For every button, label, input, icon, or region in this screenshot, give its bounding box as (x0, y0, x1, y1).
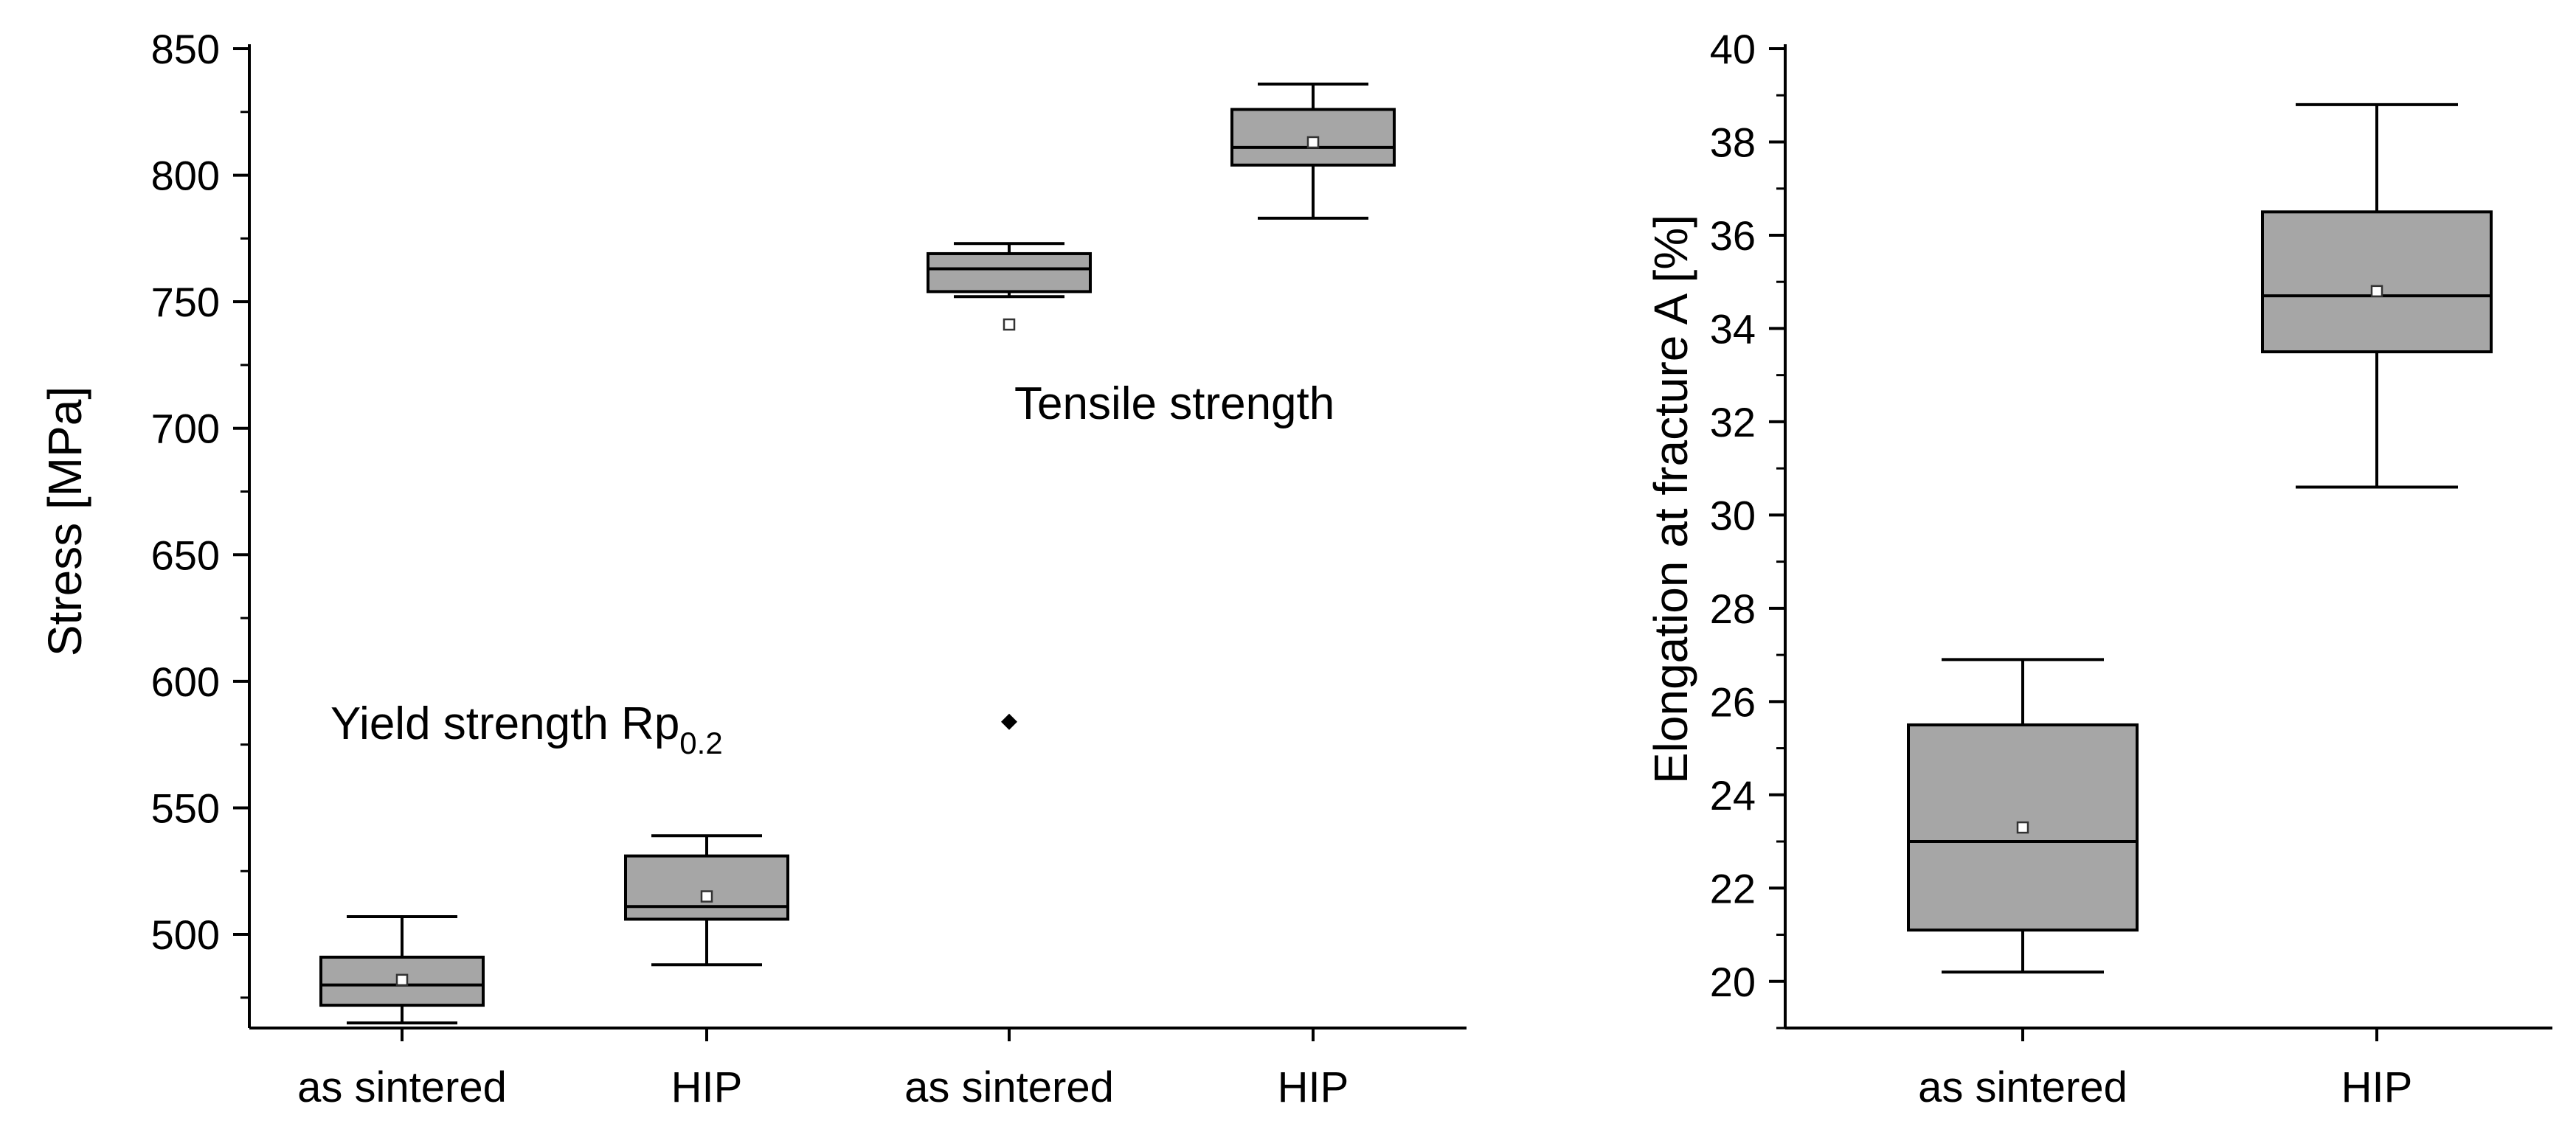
stress-tick-label: 650 (151, 532, 220, 578)
elongation-category-label: as sintered (1918, 1063, 2127, 1111)
stress-tick-label: 700 (151, 406, 220, 452)
elongation-tick-label: 20 (1710, 959, 1756, 1005)
elongation-tick-label: 38 (1710, 119, 1756, 165)
elongation-tick-label: 22 (1710, 865, 1756, 911)
elongation-tick-label: 24 (1710, 772, 1756, 819)
stress-category-label: as sintered (297, 1063, 507, 1111)
stress-mean-marker (395, 973, 409, 987)
elongation-panel: Elongation at fracture A [%] 20 22 24 26 28 3… (1644, 26, 2552, 1111)
elongation-tick-label: 40 (1710, 26, 1756, 72)
yield-strength-annotation: Yield strength Rp0.2 (330, 698, 723, 760)
tensile-strength-annotation: Tensile strength (1014, 378, 1334, 429)
stress-tick-label: 550 (151, 785, 220, 831)
stress-mean-marker (1003, 318, 1016, 331)
stress-tick-label: 850 (151, 26, 220, 72)
elongation-box (2261, 210, 2493, 354)
stress-box (624, 854, 789, 921)
elongation-mean-marker (2370, 285, 2383, 298)
elongation-tick-label: 30 (1710, 492, 1756, 538)
stress-tick-label: 750 (151, 279, 220, 325)
elongation-category-label: HIP (2341, 1063, 2413, 1111)
elongation-tick-label: 34 (1710, 305, 1756, 352)
stress-tick-label: 800 (151, 153, 220, 199)
stress-tick-label: 500 (151, 911, 220, 958)
stress-mean-marker (700, 890, 713, 903)
elongation-tick-label: 36 (1710, 212, 1756, 259)
stress-outlier-marker (1001, 713, 1017, 730)
stress-tick-label: 600 (151, 659, 220, 705)
stress-category-label: HIP (671, 1063, 743, 1111)
elongation-tick-label: 26 (1710, 678, 1756, 725)
stress-mean-marker (1306, 136, 1320, 149)
stress-panel: Stress [MPa] Yield strength Rp0.2 Tensil… (38, 26, 1467, 1111)
elongation-tick-label: 28 (1710, 586, 1756, 632)
elongation-mean-marker (2016, 821, 2029, 834)
yield-strength-subscript: 0.2 (679, 726, 722, 760)
stress-axis-label: Stress [MPa] (38, 386, 91, 656)
elongation-tick-label: 32 (1710, 399, 1756, 445)
stress-category-label: as sintered (904, 1063, 1114, 1111)
stress-category-label: HIP (1278, 1063, 1349, 1111)
stress-box (927, 251, 1092, 294)
elongation-axis-label: Elongation at fracture A [%] (1644, 215, 1697, 784)
